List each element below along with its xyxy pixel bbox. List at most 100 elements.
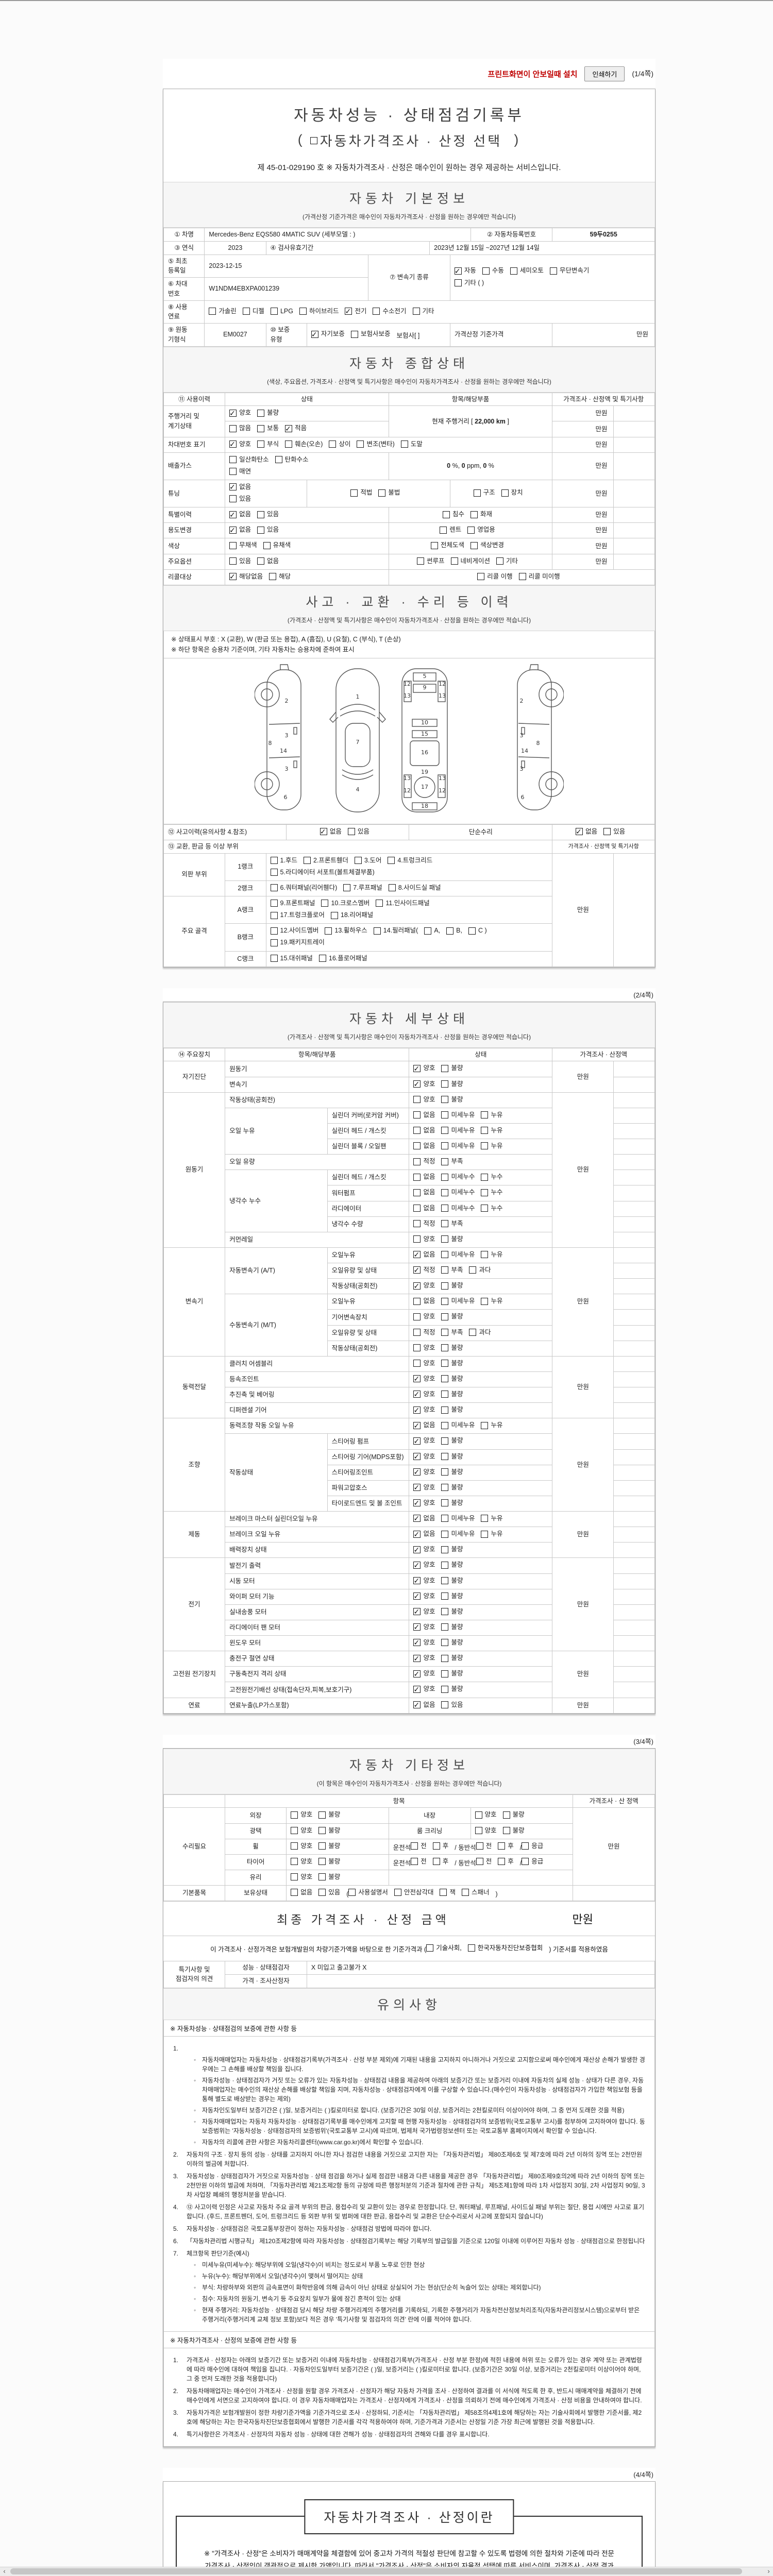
checkbox-option[interactable]: 적정: [413, 1265, 435, 1276]
checkbox-option[interactable]: 누수: [481, 1188, 502, 1197]
checkbox-option[interactable]: 적법: [350, 488, 372, 498]
checkbox-option[interactable]: 5.라디에이터 서포트(볼트체결부품): [270, 868, 375, 877]
checkbox[interactable]: [388, 884, 396, 892]
checkbox[interactable]: [441, 1670, 449, 1677]
checkbox-option[interactable]: 과다: [469, 1328, 491, 1337]
checkbox-option[interactable]: 12.사이드멤버: [270, 926, 318, 936]
checkbox[interactable]: [291, 1842, 298, 1850]
checkbox-option[interactable]: 상이: [329, 439, 350, 449]
checkbox[interactable]: [413, 1405, 421, 1416]
checkbox-option[interactable]: 부족: [441, 1157, 463, 1166]
checkbox[interactable]: [413, 1249, 421, 1260]
checkbox[interactable]: [413, 1265, 421, 1276]
checkbox-option[interactable]: 유채색: [263, 540, 291, 550]
checkbox[interactable]: [441, 1608, 449, 1616]
checkbox-option[interactable]: 적정: [413, 1219, 435, 1229]
checkbox[interactable]: [441, 1142, 449, 1150]
checkbox-option[interactable]: 미세누유: [441, 1141, 475, 1151]
checkbox-option[interactable]: 15.대쉬패널: [270, 954, 313, 963]
checkbox-option[interactable]: 없음: [413, 1420, 435, 1431]
checkbox[interactable]: [270, 900, 278, 907]
checkbox-option[interactable]: 불량: [441, 1483, 463, 1493]
checkbox-option[interactable]: 사용설명서: [348, 1888, 388, 1897]
checkbox[interactable]: [373, 927, 381, 935]
scroll-left-arrow-icon[interactable]: ‹: [3, 2567, 6, 2575]
checkbox-option[interactable]: 양호: [475, 1826, 497, 1836]
checkbox[interactable]: [469, 1266, 477, 1274]
checkbox[interactable]: [481, 1251, 489, 1259]
checkbox[interactable]: [413, 1575, 421, 1586]
checkbox[interactable]: [481, 1189, 489, 1196]
checkbox-option[interactable]: 양호: [413, 1451, 435, 1462]
checkbox-option[interactable]: 1.후드: [270, 856, 297, 866]
checkbox-option[interactable]: 화재: [470, 510, 492, 519]
checkbox-option[interactable]: 썬루프: [417, 556, 445, 566]
checkbox[interactable]: [441, 1189, 449, 1196]
checkbox[interactable]: [441, 1080, 449, 1088]
checkbox[interactable]: [482, 267, 490, 275]
checkbox[interactable]: [350, 489, 358, 497]
checkbox-option[interactable]: 불량: [441, 1063, 463, 1073]
checkbox-option[interactable]: 양호: [413, 1374, 435, 1384]
checkbox-option[interactable]: 무채색: [229, 540, 257, 550]
checkbox[interactable]: [413, 1482, 421, 1493]
checkbox[interactable]: [257, 511, 265, 518]
checkbox-option[interactable]: 양호: [413, 1606, 435, 1617]
checkbox[interactable]: [354, 857, 362, 864]
checkbox-option[interactable]: 16.플로어패널: [318, 954, 367, 963]
checkbox[interactable]: [441, 1623, 449, 1631]
checkbox[interactable]: [413, 1700, 421, 1710]
checkbox-option[interactable]: 적정: [413, 1328, 435, 1337]
checkbox-option[interactable]: 있음: [229, 556, 251, 566]
checkbox-option[interactable]: 응급: [522, 1857, 543, 1867]
checkbox-option[interactable]: 없음: [257, 556, 279, 566]
checkbox-option[interactable]: 누유: [481, 1514, 502, 1523]
checkbox-option[interactable]: 누유: [481, 1126, 502, 1136]
checkbox-option[interactable]: 수소전기: [373, 307, 407, 316]
checkbox[interactable]: [432, 1842, 440, 1850]
checkbox[interactable]: [413, 1235, 421, 1243]
checkbox[interactable]: [413, 1158, 421, 1165]
checkbox[interactable]: [270, 857, 278, 864]
checkbox[interactable]: [498, 1858, 506, 1866]
checkbox[interactable]: [413, 1451, 421, 1462]
checkbox[interactable]: [394, 1889, 401, 1896]
checkbox-option[interactable]: 불량: [441, 1312, 463, 1321]
checkbox-option[interactable]: 있음: [318, 1888, 340, 1897]
checkbox[interactable]: [441, 1654, 449, 1662]
checkbox[interactable]: [441, 1452, 449, 1460]
checkbox-option[interactable]: 양호: [229, 439, 251, 450]
checkbox[interactable]: [413, 1111, 421, 1119]
checkbox[interactable]: [441, 1328, 449, 1336]
checkbox[interactable]: [257, 409, 265, 417]
checkbox[interactable]: [440, 526, 447, 534]
checkbox-option[interactable]: 후: [498, 1841, 514, 1851]
checkbox[interactable]: [291, 1811, 298, 1819]
checkbox[interactable]: [475, 1811, 482, 1819]
checkbox-option[interactable]: 불량: [441, 1669, 463, 1679]
checkbox-option[interactable]: 불량: [441, 1607, 463, 1617]
checkbox-option[interactable]: 전체도색: [431, 540, 464, 550]
checkbox-option[interactable]: 3.도어: [354, 856, 381, 866]
checkbox[interactable]: [518, 573, 526, 580]
checkbox-option[interactable]: 적정: [413, 1157, 435, 1166]
checkbox[interactable]: [299, 308, 307, 315]
checkbox-option[interactable]: 11.인사이드패널: [376, 899, 430, 908]
checkbox[interactable]: [468, 927, 476, 935]
checkbox-option[interactable]: 없음: [413, 1529, 435, 1540]
checkbox[interactable]: [318, 954, 326, 962]
checkbox-option[interactable]: 양호: [291, 1872, 312, 1882]
checkbox-option[interactable]: 미세누유: [441, 1514, 475, 1523]
checkbox-option[interactable]: 침수: [443, 510, 464, 519]
checkbox-option[interactable]: 불량: [318, 1841, 340, 1851]
checkbox[interactable]: [441, 1639, 449, 1647]
checkbox-option[interactable]: 탄화수소: [275, 455, 309, 465]
checkbox-option[interactable]: 양호: [413, 1095, 435, 1105]
checkbox-option[interactable]: 없음: [413, 1126, 435, 1136]
checkbox-option[interactable]: 부식: [257, 439, 279, 449]
checkbox-option[interactable]: 14.필러패널(: [373, 926, 418, 936]
checkbox-option[interactable]: 불량: [441, 1638, 463, 1648]
checkbox[interactable]: [413, 1360, 421, 1367]
checkbox-option[interactable]: 있음: [229, 494, 251, 504]
checkbox[interactable]: [413, 1313, 421, 1320]
